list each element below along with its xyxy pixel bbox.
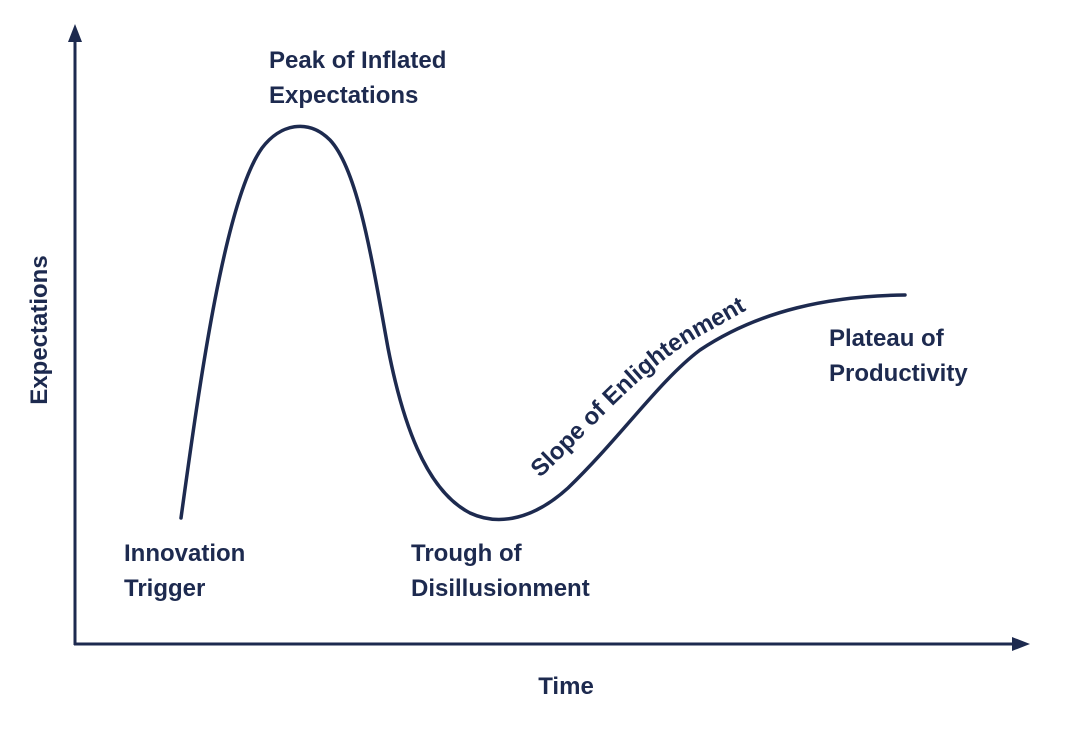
slope-label: Slope of Enlightenment: [526, 292, 750, 483]
peak-label-line-2: Expectations: [269, 82, 418, 109]
innovation-trigger-label: Innovation Trigger: [124, 540, 252, 602]
trough-label: Trough of Disillusionment: [411, 540, 590, 602]
peak-label-line-1: Peak of Inflated: [269, 47, 446, 74]
x-axis-arrow-icon: [1012, 637, 1030, 651]
x-axis-label: Time: [538, 673, 594, 700]
plateau-label: Plateau of Productivity: [829, 325, 968, 387]
peak-label: Peak of Inflated Expectations: [269, 47, 453, 109]
plateau-label-line-1: Plateau of: [829, 325, 945, 352]
slope-label-text: Slope of Enlightenment: [526, 292, 750, 483]
trough-label-line-1: Trough of: [411, 540, 523, 567]
innovation-trigger-line-2: Trigger: [124, 575, 205, 602]
hype-curve: [179, 124, 907, 522]
innovation-trigger-line-1: Innovation: [124, 540, 245, 567]
plateau-label-line-2: Productivity: [829, 360, 968, 387]
y-axis-label: Expectations: [26, 255, 53, 404]
trough-label-line-2: Disillusionment: [411, 575, 590, 602]
y-axis-arrow-icon: [68, 24, 82, 42]
